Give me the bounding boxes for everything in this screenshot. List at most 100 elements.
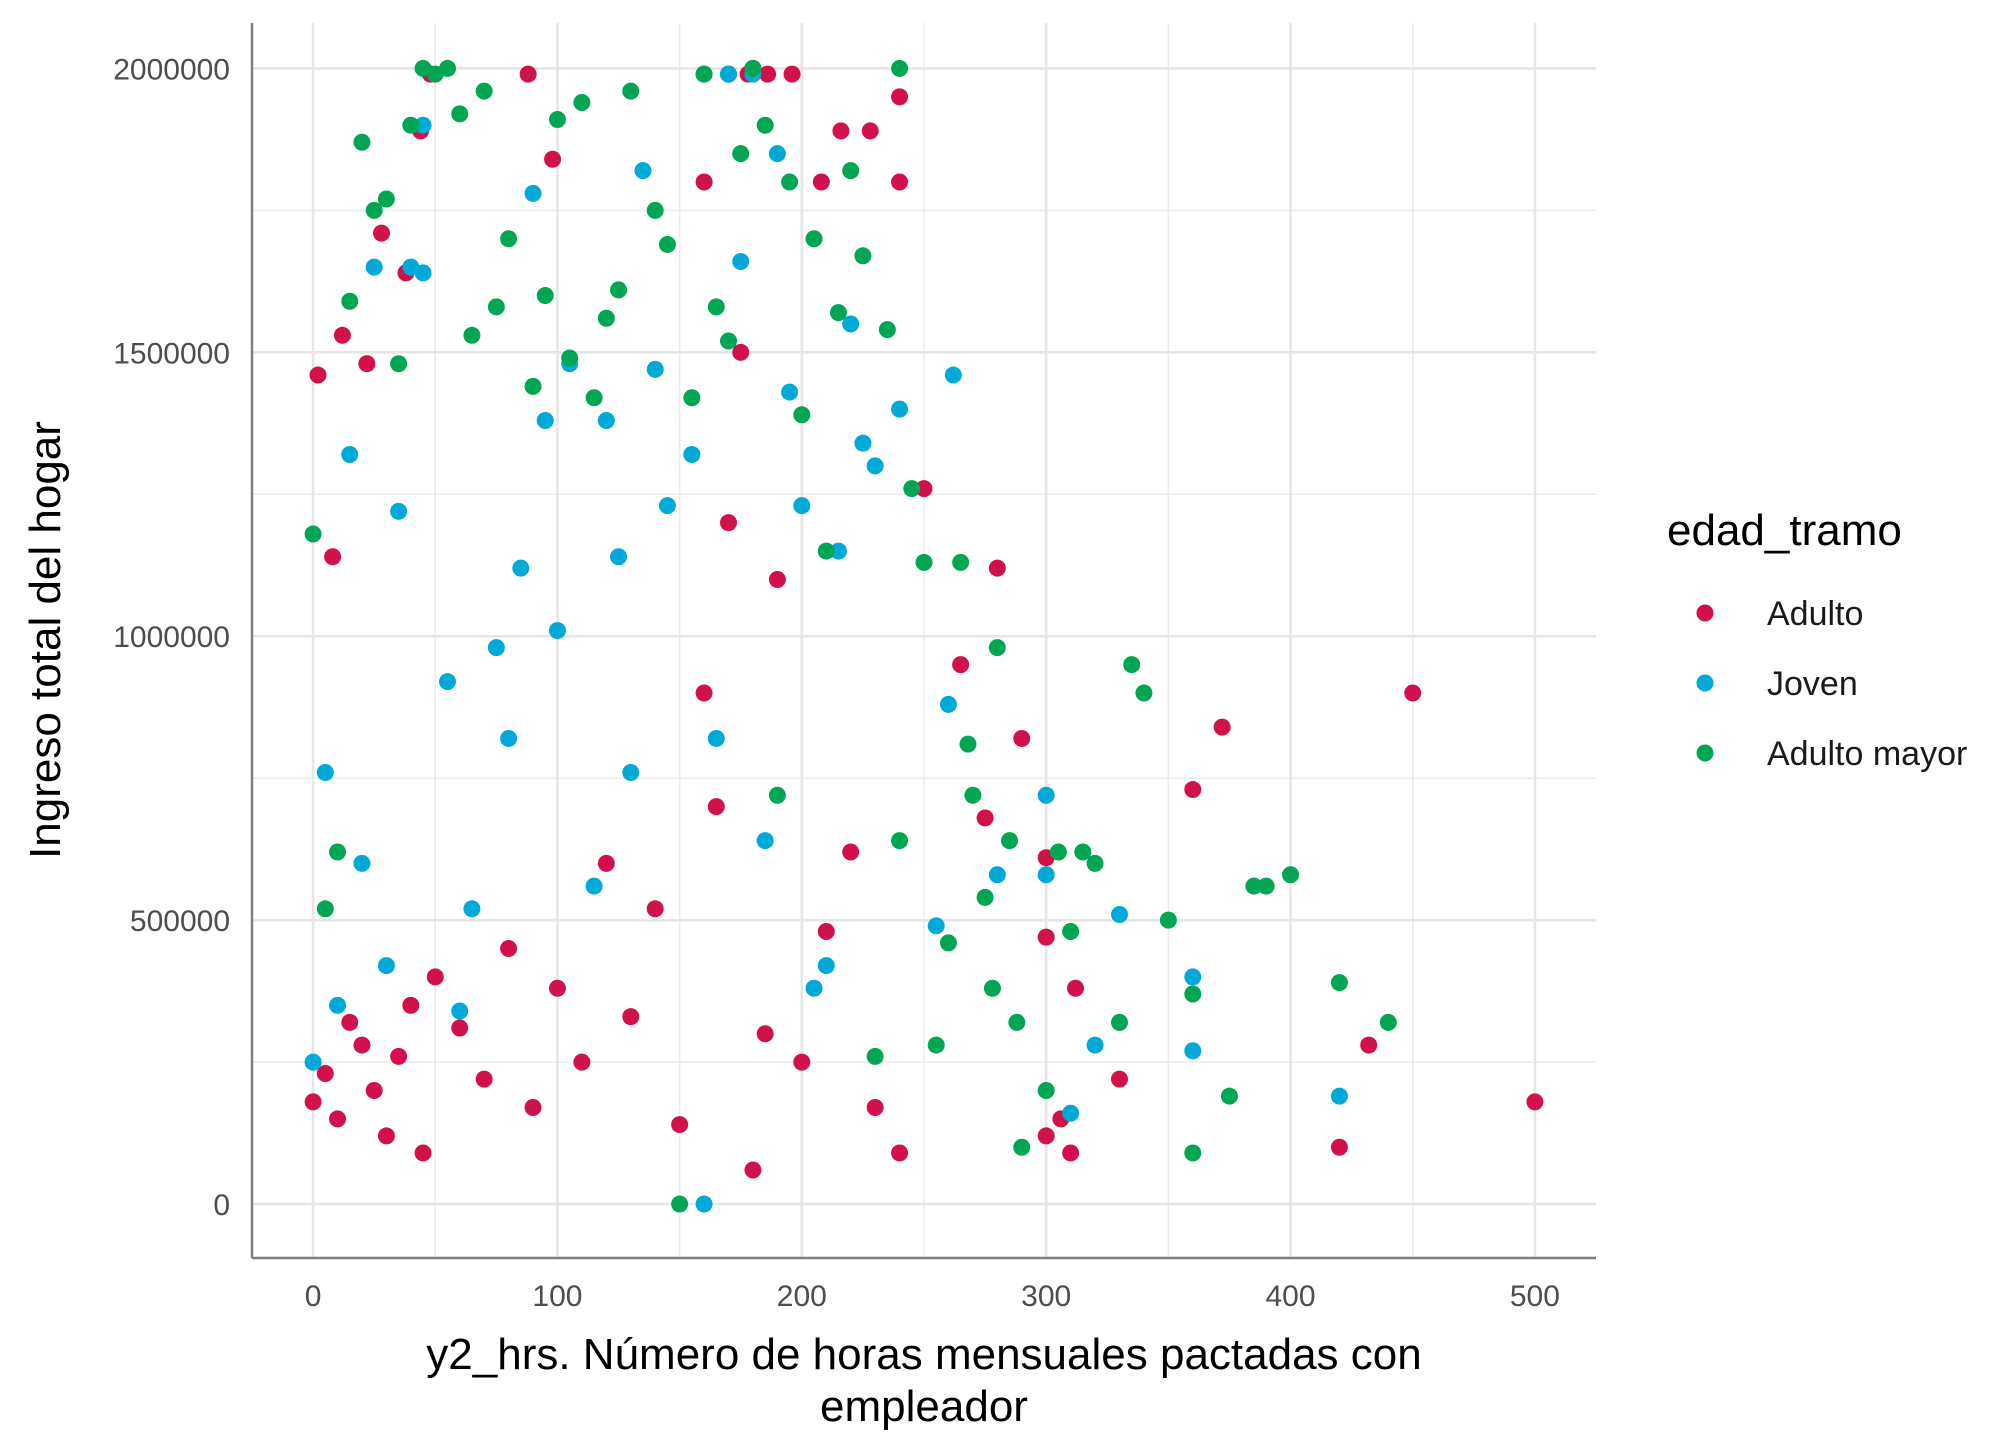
data-point <box>658 497 676 515</box>
axes <box>250 23 1596 1260</box>
legend-key <box>1696 674 1714 692</box>
legend-label: Adulto <box>1767 595 1863 633</box>
data-point <box>487 298 505 316</box>
data-point <box>695 1195 713 1213</box>
data-point <box>903 480 921 498</box>
data-point <box>414 264 432 282</box>
data-point <box>720 514 738 532</box>
data-point <box>988 559 1006 577</box>
data-point <box>1159 911 1177 929</box>
data-point <box>536 411 554 429</box>
data-point <box>487 639 505 657</box>
data-point <box>671 1116 689 1134</box>
data-point <box>891 59 909 77</box>
data-point <box>316 764 334 782</box>
data-point <box>544 150 562 168</box>
data-point <box>622 1008 640 1026</box>
data-point <box>597 854 615 872</box>
data-point <box>1330 1087 1348 1105</box>
data-point <box>732 145 750 163</box>
data-point <box>1379 1013 1397 1031</box>
data-point <box>1330 1138 1348 1156</box>
data-point <box>1049 843 1067 861</box>
data-point <box>756 116 774 134</box>
data-point <box>304 525 322 543</box>
data-point <box>646 360 664 378</box>
data-point <box>610 281 628 299</box>
data-point <box>817 957 835 975</box>
data-point <box>1526 1093 1544 1111</box>
x-tick-labels: 0 100 200 300 400 500 <box>305 1280 1560 1313</box>
data-point <box>891 173 909 191</box>
data-point <box>988 866 1006 884</box>
data-point <box>622 82 640 100</box>
data-point <box>683 446 701 464</box>
data-point <box>1110 1013 1128 1031</box>
data-point <box>768 570 786 588</box>
data-point <box>1360 1036 1378 1054</box>
data-point <box>329 843 347 861</box>
data-point <box>373 224 391 242</box>
data-point <box>878 321 896 339</box>
data-point <box>1067 979 1085 997</box>
legend-label: Adulto mayor <box>1767 735 1967 773</box>
data-point <box>475 1070 493 1088</box>
legend-label: Joven <box>1767 665 1858 703</box>
x-tick-label: 0 <box>305 1280 322 1313</box>
data-point <box>854 434 872 452</box>
data-point <box>622 764 640 782</box>
y-axis-title: Ingreso total del hogar <box>21 421 70 859</box>
data-point <box>1001 832 1019 850</box>
data-point <box>500 940 518 958</box>
data-point <box>377 190 395 208</box>
data-point <box>707 298 725 316</box>
data-point <box>720 332 738 350</box>
legend-key <box>1696 744 1714 762</box>
legend-title: edad_tramo <box>1667 506 1902 555</box>
data-point <box>866 1099 884 1117</box>
data-point <box>634 162 652 180</box>
data-point <box>707 729 725 747</box>
data-point <box>402 116 420 134</box>
data-point <box>309 366 327 384</box>
data-point <box>1245 877 1263 895</box>
data-point <box>524 377 542 395</box>
data-point <box>915 480 933 498</box>
data-point <box>512 559 530 577</box>
data-point <box>939 695 957 713</box>
data-point <box>1404 684 1422 702</box>
y-tick-label: 0 <box>213 1189 230 1222</box>
data-point <box>561 349 579 367</box>
data-point <box>866 1047 884 1065</box>
data-point <box>1257 877 1275 895</box>
data-point <box>842 315 860 333</box>
data-point <box>817 923 835 941</box>
data-point <box>1037 1127 1055 1145</box>
data-point <box>756 1025 774 1043</box>
data-point <box>793 1053 811 1071</box>
data-point <box>1062 1104 1080 1122</box>
data-point <box>1086 1036 1104 1054</box>
data-point <box>744 1161 762 1179</box>
data-point <box>720 65 738 83</box>
data-point <box>390 355 408 373</box>
data-point <box>304 1053 322 1071</box>
x-tick-label: 500 <box>1510 1280 1560 1313</box>
x-tick-label: 100 <box>532 1280 582 1313</box>
data-point <box>597 411 615 429</box>
data-point <box>573 93 591 111</box>
data-point <box>329 996 347 1014</box>
legend-entries: Adulto Joven Adulto mayor <box>1696 595 1967 773</box>
data-point <box>377 957 395 975</box>
data-point <box>1086 854 1104 872</box>
data-point <box>1062 923 1080 941</box>
data-point <box>1037 786 1055 804</box>
data-point <box>817 542 835 560</box>
data-point <box>944 366 962 384</box>
data-point <box>952 656 970 674</box>
data-point <box>781 383 799 401</box>
data-point <box>536 287 554 305</box>
data-point <box>781 173 799 191</box>
data-point <box>438 59 456 77</box>
